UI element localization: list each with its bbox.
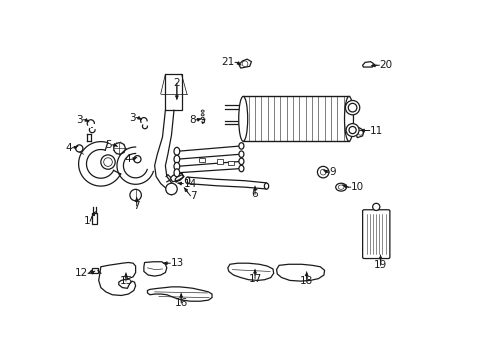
Text: 8: 8 (189, 115, 196, 125)
Text: 13: 13 (171, 258, 184, 268)
Ellipse shape (265, 183, 269, 189)
Text: 7: 7 (191, 191, 197, 201)
Text: 3: 3 (129, 113, 136, 123)
Polygon shape (276, 264, 324, 281)
Text: 10: 10 (351, 182, 364, 192)
Circle shape (346, 123, 359, 136)
Polygon shape (228, 263, 274, 280)
Polygon shape (355, 128, 364, 138)
Text: 5: 5 (105, 140, 112, 150)
Ellipse shape (174, 162, 180, 170)
Ellipse shape (239, 158, 244, 165)
Text: 16: 16 (174, 298, 188, 308)
Circle shape (348, 103, 357, 112)
Text: 1: 1 (83, 216, 90, 226)
Polygon shape (98, 262, 136, 296)
Circle shape (101, 155, 115, 169)
Text: 4: 4 (66, 143, 72, 153)
Text: 6: 6 (252, 189, 258, 199)
Ellipse shape (336, 183, 346, 191)
Circle shape (242, 61, 248, 67)
Text: 12: 12 (74, 268, 88, 278)
Polygon shape (363, 62, 373, 67)
Text: 21: 21 (221, 57, 235, 67)
Text: 3: 3 (76, 115, 83, 125)
Ellipse shape (344, 96, 353, 141)
Circle shape (320, 169, 326, 175)
FancyBboxPatch shape (363, 210, 390, 258)
Ellipse shape (239, 96, 247, 141)
Ellipse shape (239, 165, 244, 172)
Circle shape (134, 156, 141, 163)
Ellipse shape (186, 177, 190, 184)
Polygon shape (144, 262, 167, 276)
Ellipse shape (239, 151, 244, 157)
Circle shape (358, 130, 363, 135)
Circle shape (318, 166, 329, 178)
Circle shape (373, 203, 380, 211)
Text: 4: 4 (124, 154, 131, 164)
Circle shape (349, 126, 356, 134)
Text: 19: 19 (374, 260, 387, 270)
Text: 17: 17 (248, 274, 262, 284)
Bar (228, 161, 234, 165)
Text: 15: 15 (120, 276, 133, 286)
Circle shape (130, 189, 141, 201)
Text: 7: 7 (133, 201, 140, 211)
Text: 20: 20 (379, 60, 392, 70)
Ellipse shape (174, 147, 180, 155)
Polygon shape (239, 59, 251, 68)
Text: 11: 11 (370, 126, 383, 135)
Bar (217, 159, 223, 163)
Bar (92, 268, 98, 273)
Circle shape (166, 183, 177, 195)
Text: 18: 18 (300, 276, 313, 286)
Text: 2: 2 (173, 78, 180, 88)
Circle shape (76, 145, 83, 152)
Polygon shape (171, 174, 183, 182)
Ellipse shape (338, 185, 344, 189)
Polygon shape (147, 287, 212, 301)
Circle shape (114, 143, 125, 154)
Bar (92, 213, 97, 224)
Ellipse shape (239, 143, 244, 149)
Bar (199, 158, 205, 162)
Text: 9: 9 (330, 167, 336, 177)
Circle shape (104, 158, 112, 166)
Text: 14: 14 (183, 179, 196, 189)
Circle shape (345, 100, 360, 115)
Bar (166, 74, 181, 110)
Ellipse shape (174, 169, 180, 177)
Ellipse shape (174, 155, 180, 163)
